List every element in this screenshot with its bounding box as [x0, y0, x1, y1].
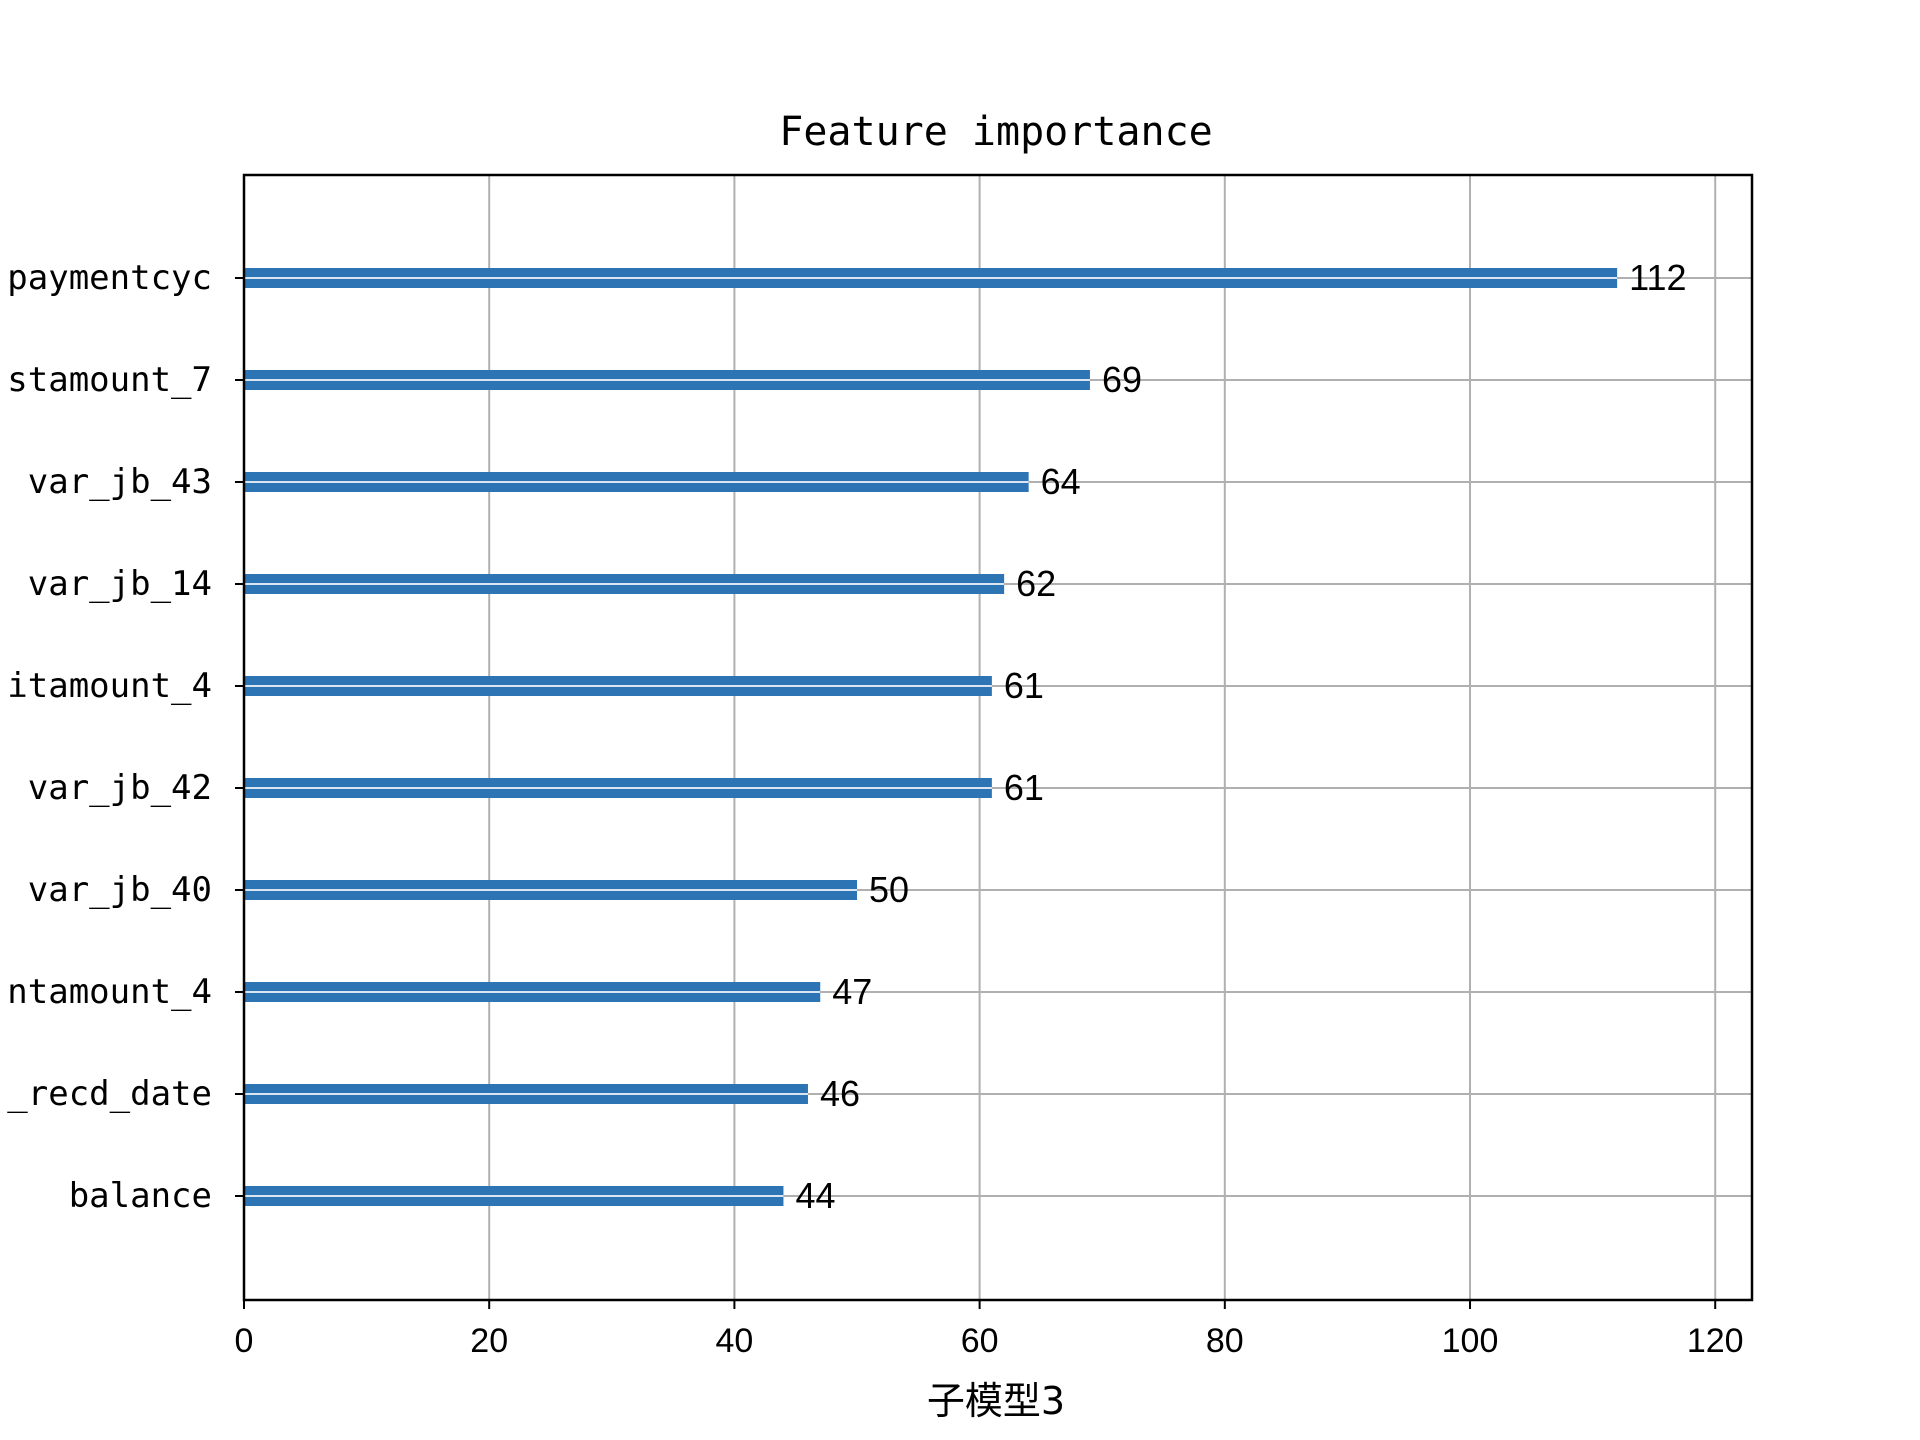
y-tick-label: itamount_4: [7, 666, 212, 706]
y-tick-label: ntamount_4: [7, 972, 212, 1012]
y-tick-label: _recd_date: [7, 1074, 212, 1114]
x-tick-label: 0: [235, 1322, 254, 1360]
x-tick-label: 20: [470, 1322, 508, 1360]
x-axis-label: 子模型3: [927, 1379, 1065, 1423]
value-label: 69: [1102, 359, 1142, 400]
y-tick-label: paymentcyc: [7, 258, 212, 298]
y-tick-label: var_jb_43: [28, 462, 212, 502]
value-label: 50: [869, 869, 909, 910]
y-tick-label: stamount_7: [7, 360, 212, 400]
x-tick-label: 100: [1442, 1322, 1499, 1360]
x-tick-label: 120: [1687, 1322, 1744, 1360]
value-label: 64: [1041, 461, 1081, 502]
value-label: 46: [820, 1073, 860, 1114]
grid-lines: [243, 175, 1752, 1300]
x-axis-ticks: 0 20 40 60 80 100 120: [235, 1300, 1744, 1360]
y-tick-label: var_jb_42: [28, 768, 212, 808]
y-axis-ticks: paymentcyc stamount_7 var_jb_43 var_jb_14it…: [7, 258, 244, 1216]
x-tick-label: 80: [1206, 1322, 1244, 1360]
value-label: 61: [1004, 665, 1044, 706]
value-label: 44: [795, 1175, 835, 1216]
chart-title: Feature importance: [779, 109, 1212, 155]
value-label: 112: [1629, 257, 1686, 298]
bars: 112 69 64 62 61 61 50 47 46 44: [244, 257, 1687, 1216]
y-tick-label: var_jb_40: [28, 870, 212, 910]
value-label: 62: [1016, 563, 1056, 604]
plot-frame: [242, 173, 1754, 1302]
value-label: 47: [832, 971, 872, 1012]
x-tick-label: 40: [715, 1322, 753, 1360]
y-tick-label: var_jb_14: [28, 564, 212, 604]
x-tick-label: 60: [961, 1322, 999, 1360]
value-label: 61: [1004, 767, 1044, 808]
y-tick-label: balance: [69, 1176, 212, 1216]
